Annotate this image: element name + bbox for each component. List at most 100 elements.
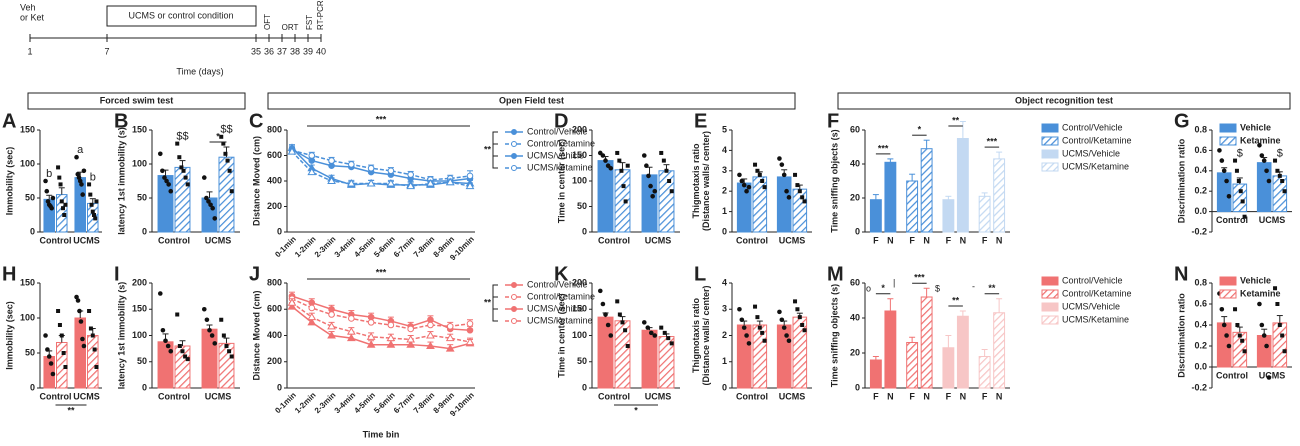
- annotation: **: [484, 297, 492, 307]
- data-point: [81, 343, 87, 349]
- legend-label: Vehicle: [1240, 275, 1271, 285]
- data-point: [659, 325, 664, 330]
- legend-swatch: [1041, 123, 1059, 133]
- annotation: a: [77, 144, 84, 156]
- y-tick-label: 0: [722, 382, 727, 392]
- panel-letter: D: [554, 110, 568, 132]
- data-point: [92, 347, 97, 352]
- data-point: [737, 172, 742, 178]
- panel-letter: C: [249, 110, 263, 132]
- sig-label: ***: [914, 273, 925, 283]
- data-point: [1275, 302, 1280, 306]
- x-tick-label: N: [960, 235, 967, 245]
- sig-label: *: [881, 283, 885, 293]
- data-point: [1280, 333, 1285, 338]
- data-point: [741, 182, 747, 188]
- x-tick-label: 6-7min: [392, 390, 417, 415]
- data-point: [797, 315, 802, 320]
- x-tick-label: F: [982, 235, 988, 245]
- marker: [406, 334, 416, 343]
- annotation: $$: [176, 131, 188, 143]
- y-tick-label: 50: [577, 356, 587, 366]
- data-point: [1259, 322, 1265, 328]
- data-point: [204, 317, 210, 323]
- y-tick-label: 400: [267, 175, 282, 185]
- data-point: [43, 333, 48, 338]
- data-point: [617, 312, 622, 317]
- y-tick-label: 20: [850, 347, 860, 357]
- y-tick-label: 150: [20, 124, 35, 134]
- marker: [406, 340, 416, 348]
- x-tick-label: F: [909, 235, 915, 245]
- marker: [346, 333, 356, 342]
- y-tick-label: 1: [722, 356, 727, 366]
- legend-marker: [511, 318, 517, 324]
- y-tick-label: 200: [572, 124, 587, 134]
- data-point: [56, 165, 61, 170]
- series-line: [291, 302, 471, 343]
- legend-label: Ketamine: [1240, 135, 1281, 145]
- day-label: 1: [27, 46, 32, 56]
- data-point: [1226, 343, 1232, 349]
- data-point: [744, 333, 749, 338]
- data-point: [90, 333, 95, 338]
- legend-marker: [511, 306, 517, 312]
- y-tick-label: 0.2: [1194, 340, 1207, 350]
- data-point: [185, 357, 190, 362]
- y-tick-label: 1: [722, 206, 727, 216]
- marker: [466, 326, 474, 334]
- data-point: [75, 298, 81, 303]
- marker: [308, 304, 316, 312]
- panel-letter: A: [2, 110, 16, 132]
- x-tick-label: UCMS: [779, 391, 806, 401]
- x-tick-label: 0-1min: [273, 234, 298, 259]
- x-tick-label: Control: [1216, 370, 1248, 380]
- panel-letter: J: [249, 263, 260, 285]
- legend-swatch: [1219, 276, 1237, 286]
- data-point: [617, 158, 622, 163]
- data-point: [1217, 148, 1222, 153]
- x-tick-label: 6-7min: [392, 234, 417, 259]
- data-point: [1233, 158, 1238, 163]
- bar: [792, 188, 808, 233]
- test-label: FST: [305, 15, 314, 30]
- data-point: [608, 333, 614, 338]
- data-point: [802, 328, 807, 333]
- data-point: [669, 341, 674, 346]
- bar: [993, 312, 1006, 389]
- data-point: [641, 320, 647, 325]
- data-point: [221, 333, 226, 338]
- bar: [157, 341, 174, 389]
- y-tick-label: 600: [267, 150, 282, 160]
- data-point: [79, 182, 84, 187]
- data-point: [168, 188, 174, 194]
- bar: [74, 317, 86, 389]
- marker: [328, 157, 335, 164]
- data-point: [1277, 323, 1282, 327]
- y-tick-label: 60: [850, 124, 860, 134]
- y-tick-label: 2: [722, 330, 727, 340]
- y-tick-label: 0.0: [1194, 361, 1207, 371]
- data-point: [620, 320, 625, 325]
- data-point: [185, 182, 190, 187]
- x-tick-label: Control: [598, 235, 630, 245]
- data-point: [175, 312, 180, 317]
- x-tick-label: N: [923, 235, 930, 245]
- y-tick-label: 0: [142, 226, 147, 236]
- legend-label: Control/Vehicle: [527, 279, 588, 289]
- bar: [942, 199, 955, 233]
- y-axis-label: Distance Moved (cm): [251, 290, 261, 380]
- y-axis-label: Discrimination ratio: [1176, 293, 1186, 378]
- x-tick-label: F: [873, 235, 879, 245]
- data-point: [212, 341, 218, 346]
- data-point: [88, 192, 93, 197]
- y-tick-label: 200: [132, 277, 147, 287]
- y-tick-label: 0: [277, 382, 282, 392]
- x-tick-label: 7-8min: [412, 234, 437, 259]
- data-point: [1261, 158, 1267, 163]
- data-point: [81, 168, 87, 174]
- bar: [884, 310, 897, 389]
- data-point: [183, 175, 188, 180]
- data-point: [652, 333, 658, 338]
- marker: [287, 298, 297, 306]
